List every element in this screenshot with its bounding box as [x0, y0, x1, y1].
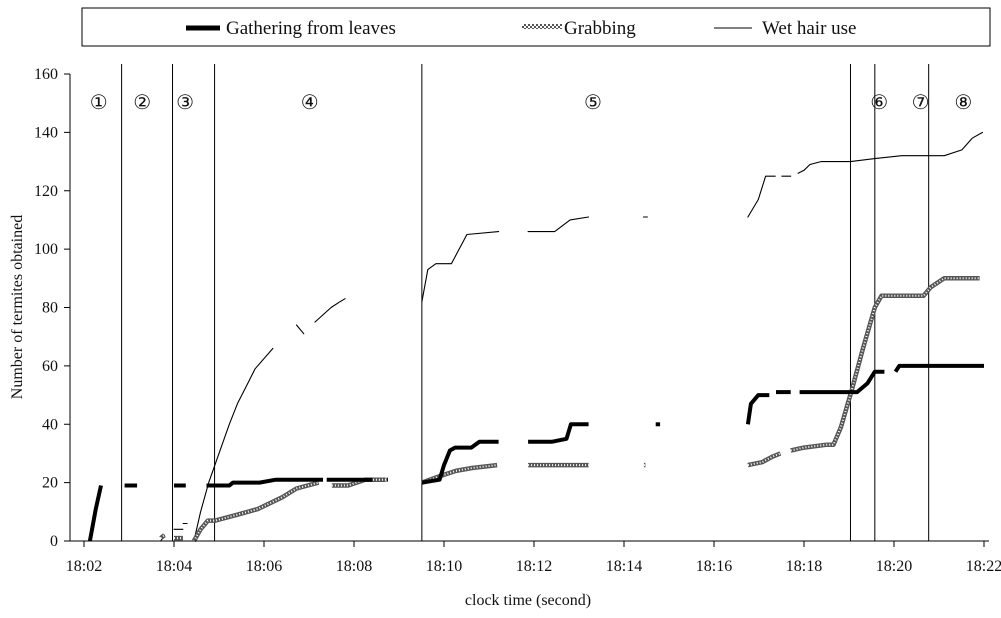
x-tick-label: 18:22: [966, 558, 1001, 575]
series-segment: [893, 363, 984, 373]
series-segment: [193, 347, 274, 542]
phase-label: ⑥: [870, 92, 888, 114]
phase-label: ④: [301, 92, 319, 114]
series-segment: [747, 175, 776, 218]
series-segment: [747, 451, 782, 468]
series-segment-texture: [747, 452, 781, 467]
series-segment: [191, 480, 320, 543]
series-segment: [797, 131, 984, 174]
series-segment-texture: [421, 464, 498, 484]
y-tick-label: 20: [42, 475, 58, 492]
series-segment: [528, 422, 589, 444]
legend-label-grabbing: Grabbing: [564, 18, 636, 39]
phase-label: ③: [176, 92, 194, 114]
series-layer: [87, 131, 984, 543]
series-grabbing: [159, 276, 980, 543]
series-segment: [745, 393, 770, 425]
series-segment: [331, 477, 386, 488]
y-tick-label: 80: [42, 300, 58, 317]
x-tick-label: 18:02: [66, 558, 102, 575]
x-tick-label: 18:10: [426, 558, 462, 575]
series-segment-texture: [160, 534, 166, 539]
y-tick-label: 0: [50, 533, 58, 550]
series-segment: [87, 485, 103, 542]
series-segment: [421, 231, 500, 303]
y-axis-title: Number of termites obtained: [9, 215, 26, 399]
series-segment: [314, 298, 346, 323]
phase-label: ⑤: [584, 92, 602, 114]
series-segment-texture: [193, 481, 319, 542]
phase-labels: ① ② ③ ④ ⑤ ⑥ ⑦ ⑧: [90, 92, 973, 114]
x-axis-ticks: 18:02 18:04 18:06 18:08 18:10 18:12 18:14 18:16…: [66, 541, 1001, 575]
phase-label: ⑧: [954, 92, 972, 114]
x-tick-label: 18:14: [606, 558, 642, 575]
legend-label-wet-hair: Wet hair use: [762, 18, 857, 39]
x-tick-label: 18:18: [786, 558, 822, 575]
series-segment: [799, 369, 885, 395]
y-tick-label: 160: [34, 66, 58, 83]
series-segment-texture: [790, 277, 980, 452]
x-tick-label: 18:04: [156, 558, 192, 575]
x-tick-label: 18:20: [876, 558, 912, 575]
series-wet-hair-use: [160, 131, 984, 542]
legend: Gathering from leaves Grabbing Wet hair …: [81, 7, 991, 47]
x-tick-label: 18:08: [336, 558, 372, 575]
y-tick-label: 60: [42, 358, 58, 375]
x-tick-label: 18:12: [516, 558, 552, 575]
phase-label: ⑦: [912, 92, 930, 114]
series-segment: [527, 216, 590, 233]
y-tick-label: 140: [34, 124, 58, 141]
phase-boundaries: [121, 64, 930, 541]
x-tick-label: 18:16: [696, 558, 732, 575]
y-axis-ticks: 0 20 40 60 80 100 120 140 160: [34, 66, 70, 550]
phase-label: ②: [133, 92, 151, 114]
phase-label: ①: [90, 92, 108, 114]
x-tick-label: 18:06: [246, 558, 282, 575]
legend-swatch-grabbing: [522, 24, 562, 29]
legend-label-gathering: Gathering from leaves: [226, 18, 396, 39]
y-tick-label: 120: [34, 183, 58, 200]
x-axis-title: clock time (second): [465, 592, 591, 609]
series-gathering-from-leaves: [87, 363, 984, 542]
series-segment: [295, 324, 305, 335]
y-tick-label: 100: [34, 241, 58, 258]
y-tick-label: 40: [42, 416, 58, 433]
series-segment: [421, 439, 499, 485]
series-segment: [206, 477, 323, 488]
